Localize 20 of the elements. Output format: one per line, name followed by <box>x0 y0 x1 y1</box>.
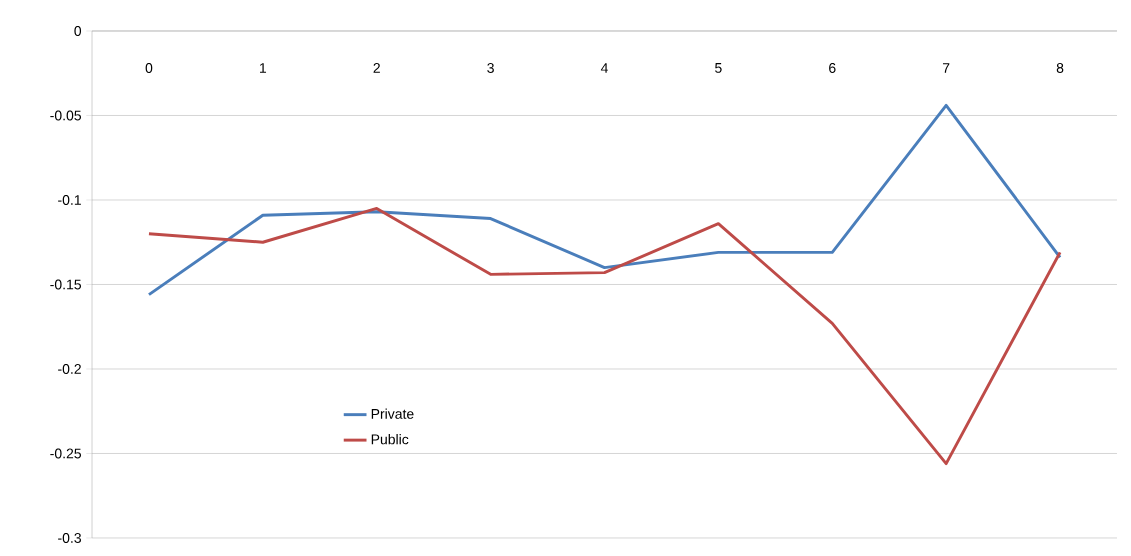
x-tick-label: 4 <box>600 63 608 73</box>
x-tick-label: 2 <box>373 63 380 73</box>
x-tick-label: 0 <box>145 63 153 73</box>
y-tick-label: -0.3 <box>58 533 81 543</box>
legend-label: Private <box>371 408 414 419</box>
x-tick-label: 7 <box>942 63 950 73</box>
y-tick-label: -0.2 <box>58 364 81 374</box>
legend-label: Public <box>371 434 409 445</box>
y-tick-label: -0.05 <box>50 110 82 121</box>
line-series <box>147 206 1062 466</box>
x-tick-label: 5 <box>715 63 722 73</box>
x-tick-label: 8 <box>1056 63 1064 73</box>
x-tick-label: 1 <box>260 63 267 73</box>
y-tick-label: -0.1 <box>58 195 81 205</box>
y-tick-label: 0 <box>74 26 82 36</box>
x-tick-label: 3 <box>487 63 494 73</box>
x-tick-label: 6 <box>829 63 836 73</box>
y-tick-label: -0.25 <box>50 448 82 459</box>
y-tick-label: -0.15 <box>50 279 82 290</box>
line-series <box>147 103 1062 297</box>
